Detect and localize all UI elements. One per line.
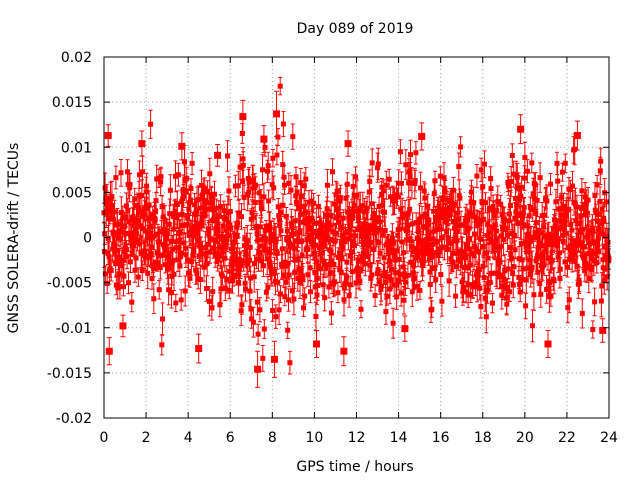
y-tick-label: -0.02 <box>56 411 92 427</box>
data-point <box>105 347 113 355</box>
x-tick-label: 0 <box>100 430 109 446</box>
x-tick-label: 20 <box>516 430 534 446</box>
data-point <box>344 140 352 148</box>
data-point <box>138 140 146 148</box>
data-point <box>313 340 321 348</box>
x-tick-label: 16 <box>432 430 450 446</box>
data-point <box>544 340 552 348</box>
y-tick-label: 0.01 <box>61 140 92 156</box>
y-tick-label: 0.005 <box>52 185 92 201</box>
data-point <box>178 142 186 150</box>
chart-title: Day 089 of 2019 <box>297 21 414 37</box>
y-axis-label: GNSS SOLERA-drift / TECUs <box>6 143 22 334</box>
y-tick-label: -0.005 <box>47 276 92 292</box>
data-point <box>270 355 278 363</box>
data-point <box>104 132 112 140</box>
y-tick-label: -0.015 <box>47 366 92 382</box>
x-tick-label: 22 <box>558 430 576 446</box>
y-tick-label: 0.015 <box>52 95 92 111</box>
data-point <box>401 325 409 333</box>
axis-ticks: 0 2 4 6 8 10 12 14 16 18 20 22 24-0.02-0.015-0.01-0.… <box>47 50 618 446</box>
data-point <box>418 132 426 140</box>
data-point <box>214 151 222 159</box>
data-point <box>195 345 203 353</box>
x-tick-label: 10 <box>306 430 324 446</box>
y-tick-label: 0 <box>83 231 92 247</box>
data-point <box>254 365 262 373</box>
data-points <box>104 90 607 388</box>
data-point <box>119 322 127 330</box>
x-tick-label: 12 <box>348 430 366 446</box>
x-tick-label: 6 <box>226 430 235 446</box>
data-point <box>239 113 247 121</box>
noise-markers <box>101 83 612 366</box>
x-tick-label: 14 <box>390 430 408 446</box>
x-tick-label: 18 <box>474 430 492 446</box>
data-point <box>340 347 348 355</box>
data-point <box>517 125 525 133</box>
x-tick-label: 2 <box>142 430 151 446</box>
data-point <box>273 110 281 118</box>
x-tick-label: 8 <box>268 430 277 446</box>
x-tick-label: 4 <box>184 430 193 446</box>
data-point <box>599 326 607 334</box>
y-tick-label: -0.01 <box>56 321 92 337</box>
x-tick-label: 24 <box>600 430 618 446</box>
data-point <box>573 132 581 140</box>
x-axis-label: GPS time / hours <box>296 459 413 475</box>
y-tick-label: 0.02 <box>61 50 92 66</box>
data-point <box>260 135 268 143</box>
